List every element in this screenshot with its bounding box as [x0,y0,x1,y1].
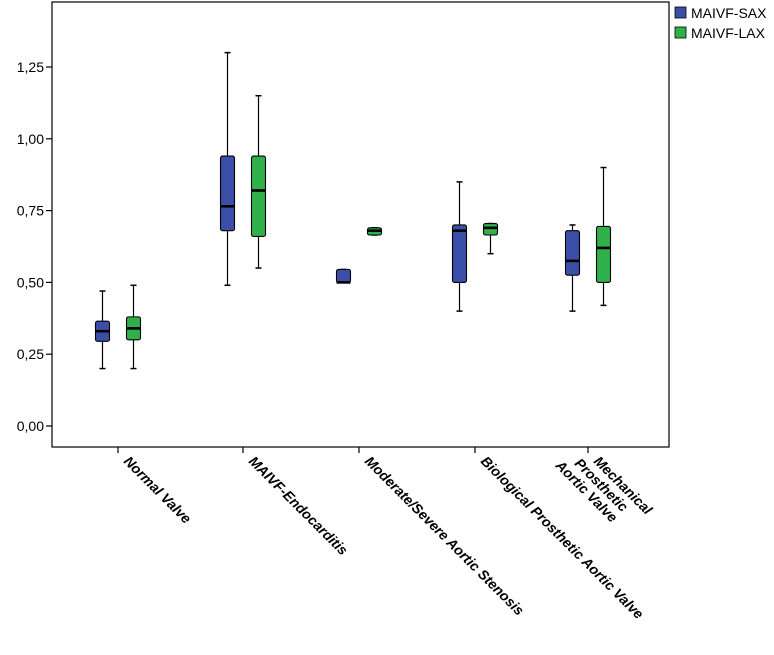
box-body [335,268,352,283]
box-maivf-sax-3 [335,268,352,284]
box-series [94,51,612,370]
box-maivf-lax-4 [482,222,499,255]
x-tick-label: MechanicalProstheticAortic Valve [552,435,656,539]
y-tick-label: 0,25 [17,346,44,362]
y-tick-label: 0,00 [17,418,44,434]
legend-label: MAIVF-LAX [691,25,766,41]
box-maivf-lax-5 [595,166,612,307]
box-maivf-sax-1 [94,290,111,370]
box-body [250,155,267,237]
y-tick-label: 0,50 [17,274,44,290]
legend-swatch [674,26,687,39]
box-body [451,224,468,283]
box-body [595,225,612,283]
box-maivf-sax-4 [451,181,468,312]
box-maivf-lax-2 [250,94,267,269]
x-tick-label: Normal Valve [121,453,195,527]
x-tick-label: MAIVF-Endocarditis [246,453,352,559]
legend-label: MAIVF-SAX [691,5,767,21]
box-maivf-sax-2 [219,51,236,287]
y-tick-label: 0,75 [17,203,44,219]
y-tick-label: 1,00 [17,131,44,147]
box-maivf-sax-5 [564,224,581,312]
legend: MAIVF-SAX MAIVF-LAX [674,5,767,41]
box-maivf-lax-1 [125,284,142,370]
box-body [564,230,581,276]
y-tick-label: 1,25 [17,59,44,75]
box-body [482,222,499,236]
plot-frame [51,1,670,448]
box-body [219,155,236,232]
x-axis: Normal Valve MAIVF-Endocarditis Moderate/S… [117,435,656,622]
y-axis: 0,00 0,25 0,50 0,75 1,00 1,25 [17,59,52,434]
box-maivf-lax-3 [366,227,383,236]
legend-swatch [674,6,687,19]
